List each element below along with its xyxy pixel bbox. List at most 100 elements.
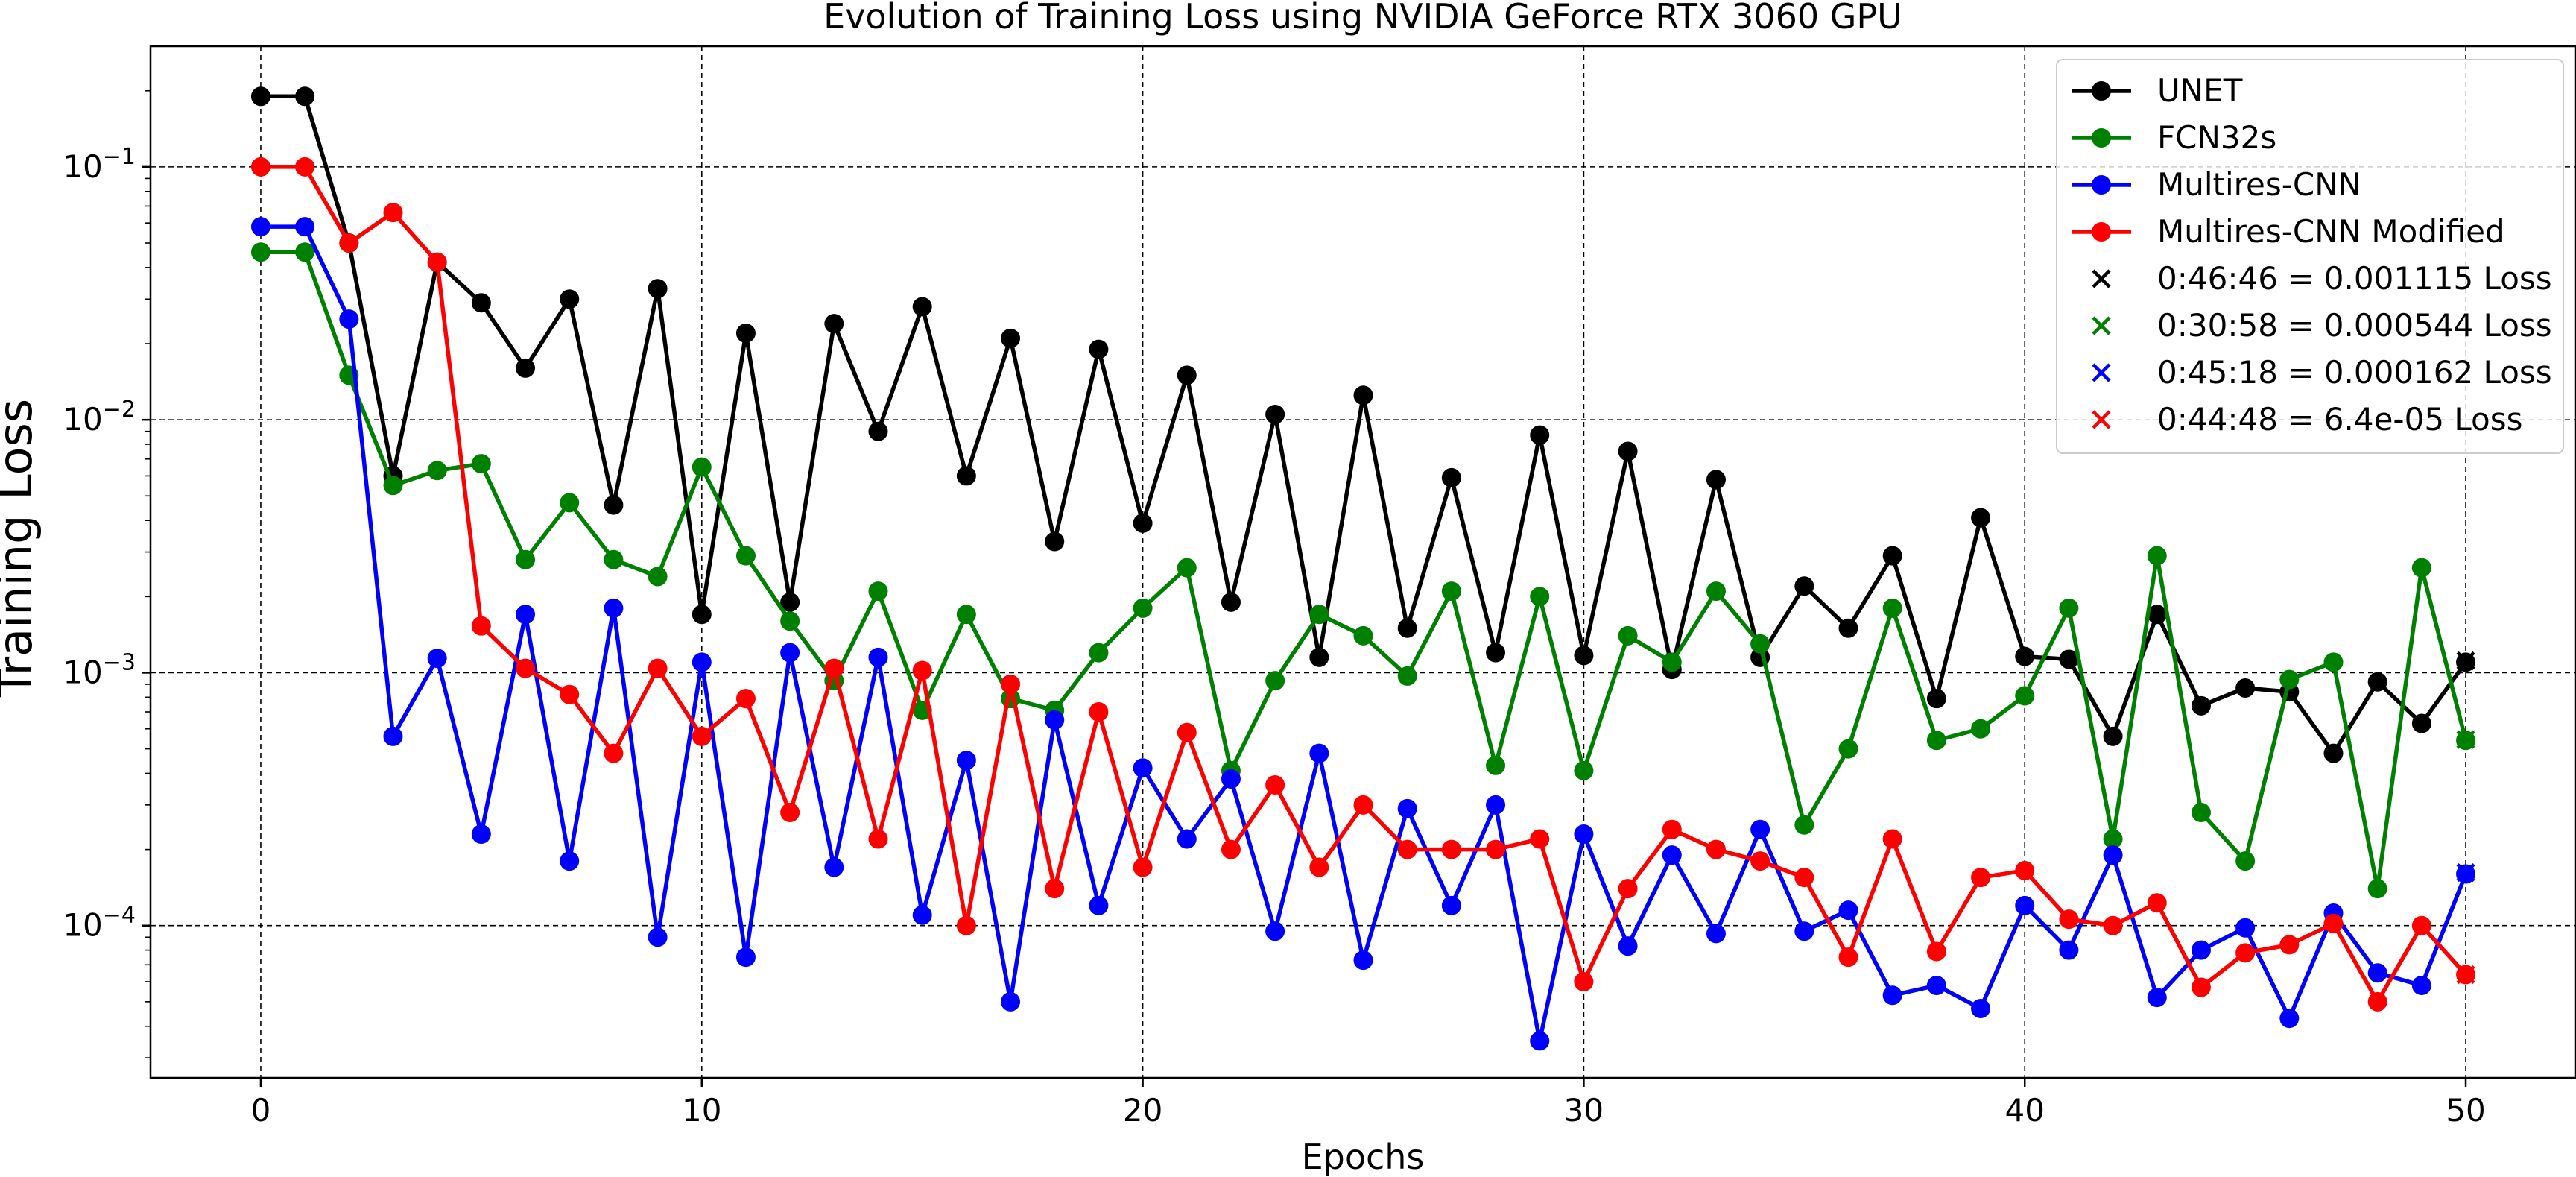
data-point [2323, 743, 2344, 763]
data-point [1662, 845, 1682, 865]
x-tick-label: 20 [1123, 1092, 1162, 1129]
data-point [560, 684, 580, 704]
data-point [1397, 618, 1417, 638]
data-point [2103, 829, 2123, 849]
data-point [1045, 879, 1065, 899]
data-point [383, 476, 403, 496]
data-point [1618, 879, 1638, 899]
data-point [1001, 328, 1021, 348]
data-point [692, 652, 712, 672]
legend-marker-swatch [2092, 175, 2111, 195]
data-point [1397, 666, 1417, 686]
x-marker [2456, 965, 2475, 985]
data-point [516, 549, 536, 569]
data-point [1353, 950, 1373, 971]
data-point [1441, 467, 1461, 487]
data-point [1926, 731, 1946, 751]
data-point [560, 851, 580, 871]
data-point [648, 658, 668, 678]
data-point [1838, 739, 1858, 759]
data-point [1177, 722, 1197, 742]
data-point [1618, 936, 1638, 956]
data-point [2235, 918, 2256, 938]
data-point [250, 242, 270, 262]
data-point [383, 203, 403, 223]
data-point [780, 611, 800, 631]
x-marker [2456, 863, 2475, 883]
legend-label: Multires-CNN Modified [2157, 213, 2505, 250]
legend-marker-swatch [2092, 81, 2111, 101]
data-point [868, 581, 888, 602]
data-point [1133, 513, 1153, 533]
data-point [2015, 646, 2035, 666]
data-point [1089, 895, 1109, 915]
data-point [2279, 935, 2300, 955]
data-point [1221, 769, 1241, 789]
legend-item: 0:30:58 = 0.000544 Loss [2092, 307, 2552, 344]
data-point [250, 217, 270, 237]
legend-label: FCN32s [2157, 119, 2276, 156]
data-point [648, 279, 668, 299]
data-point [1750, 851, 1770, 871]
data-point [1882, 546, 1902, 566]
data-point [735, 323, 756, 343]
data-point [427, 252, 447, 272]
data-point [1706, 470, 1726, 490]
data-point [868, 647, 888, 667]
data-point [2323, 913, 2344, 933]
data-point [692, 605, 712, 625]
data-point [1706, 924, 1726, 944]
data-point [956, 915, 976, 935]
data-point [250, 86, 270, 107]
data-point [1794, 576, 1814, 596]
data-point [1486, 795, 1506, 815]
data-point [1662, 819, 1682, 839]
legend-item: Multires-CNN [2072, 166, 2361, 203]
data-point [516, 358, 536, 378]
data-point [471, 454, 491, 474]
data-point [604, 743, 624, 763]
data-point [1353, 385, 1373, 406]
data-point [2323, 652, 2344, 672]
data-point [2367, 879, 2387, 899]
data-point [868, 421, 888, 441]
x-tick-label: 10 [682, 1092, 721, 1129]
data-point [1353, 795, 1373, 815]
legend-frame [2056, 59, 2564, 454]
data-point [1133, 857, 1153, 877]
x-marker [2092, 316, 2111, 335]
data-point [1133, 598, 1153, 618]
data-point [1486, 755, 1506, 775]
data-point [1441, 839, 1461, 859]
data-point [1089, 339, 1109, 359]
legend-label: 0:46:46 = 0.001115 Loss [2157, 260, 2552, 297]
data-point [604, 598, 624, 618]
data-point [1133, 758, 1153, 778]
x-marker [2456, 730, 2475, 749]
data-point [1045, 710, 1065, 730]
data-point [1882, 985, 1902, 1006]
data-point [2103, 726, 2123, 746]
data-point [2367, 672, 2387, 692]
data-point [1265, 404, 1285, 424]
data-point [2235, 678, 2256, 698]
data-point [1221, 592, 1241, 612]
legend-item: UNET [2072, 72, 2243, 109]
data-point [2059, 649, 2079, 669]
data-point [2411, 713, 2431, 733]
data-point [1530, 829, 1550, 849]
y-axis-ticks: 10−4 10−3 10−2 10−1 [63, 89, 151, 1058]
legend-label: Multires-CNN [2157, 166, 2361, 203]
data-point [956, 751, 976, 771]
data-point [1089, 643, 1109, 663]
data-point [471, 616, 491, 636]
legend-label: 0:30:58 = 0.000544 Loss [2157, 307, 2552, 344]
data-point [2103, 845, 2123, 865]
data-point [1838, 900, 1858, 921]
data-point [2103, 915, 2123, 935]
data-point [1794, 921, 1814, 941]
data-point [1309, 647, 1329, 667]
data-point [2411, 915, 2431, 935]
data-point [1045, 531, 1065, 552]
data-point [2147, 605, 2167, 625]
